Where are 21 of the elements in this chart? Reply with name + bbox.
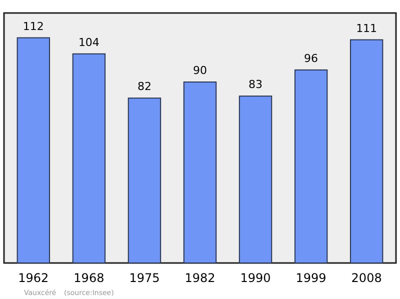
bar [238, 96, 272, 264]
data-label: 96 [304, 52, 318, 65]
bar [350, 39, 384, 264]
x-tick-label: 2008 [351, 271, 382, 285]
x-tick-label: 1982 [184, 271, 216, 285]
bar [128, 98, 162, 264]
x-tick-label: 1962 [18, 271, 49, 285]
data-label: 112 [22, 20, 44, 33]
data-label: 82 [137, 80, 152, 94]
bar [183, 82, 217, 264]
data-label: 83 [248, 78, 263, 92]
x-tick-label: 1999 [296, 271, 326, 285]
data-label: 104 [78, 36, 100, 49]
x-tick-label: 1975 [129, 271, 160, 285]
x-tick-label: 1968 [74, 271, 104, 285]
data-label: 90 [193, 64, 207, 78]
x-tick-label: 1990 [240, 271, 271, 285]
data-label: 111 [356, 22, 378, 35]
bar [72, 53, 106, 264]
bar [16, 37, 50, 264]
bar [294, 69, 328, 264]
